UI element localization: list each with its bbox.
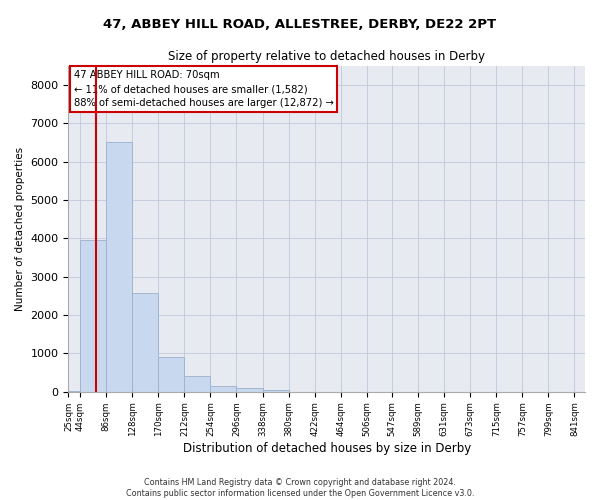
Bar	[132, 293, 158, 392]
Bar	[211, 386, 236, 392]
Bar	[158, 356, 184, 392]
Bar	[184, 376, 211, 392]
Bar	[80, 240, 106, 392]
Text: 47 ABBEY HILL ROAD: 70sqm
← 11% of detached houses are smaller (1,582)
88% of se: 47 ABBEY HILL ROAD: 70sqm ← 11% of detac…	[74, 70, 334, 108]
Y-axis label: Number of detached properties: Number of detached properties	[15, 146, 25, 311]
Bar	[236, 388, 263, 392]
Bar	[106, 142, 132, 392]
Text: 47, ABBEY HILL ROAD, ALLESTREE, DERBY, DE22 2PT: 47, ABBEY HILL ROAD, ALLESTREE, DERBY, D…	[103, 18, 497, 30]
Title: Size of property relative to detached houses in Derby: Size of property relative to detached ho…	[168, 50, 485, 63]
Bar	[68, 390, 80, 392]
Bar	[263, 390, 289, 392]
X-axis label: Distribution of detached houses by size in Derby: Distribution of detached houses by size …	[182, 442, 471, 455]
Text: Contains HM Land Registry data © Crown copyright and database right 2024.
Contai: Contains HM Land Registry data © Crown c…	[126, 478, 474, 498]
